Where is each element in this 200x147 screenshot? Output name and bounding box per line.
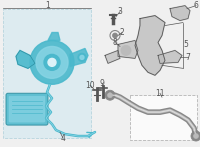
Circle shape bbox=[30, 40, 74, 84]
Circle shape bbox=[108, 93, 112, 98]
Polygon shape bbox=[48, 32, 60, 40]
FancyBboxPatch shape bbox=[3, 9, 91, 138]
Circle shape bbox=[78, 53, 86, 61]
Text: 4: 4 bbox=[61, 133, 65, 143]
Text: 10: 10 bbox=[85, 81, 95, 90]
Circle shape bbox=[44, 54, 60, 70]
Text: 2: 2 bbox=[120, 28, 124, 37]
Polygon shape bbox=[70, 49, 88, 66]
Polygon shape bbox=[170, 6, 190, 21]
FancyBboxPatch shape bbox=[6, 93, 48, 125]
Circle shape bbox=[112, 33, 118, 38]
Circle shape bbox=[121, 45, 131, 55]
Polygon shape bbox=[158, 50, 182, 63]
FancyBboxPatch shape bbox=[9, 96, 45, 122]
Text: 6: 6 bbox=[194, 1, 198, 10]
FancyBboxPatch shape bbox=[130, 95, 197, 140]
Polygon shape bbox=[135, 16, 165, 75]
Circle shape bbox=[105, 90, 115, 100]
Polygon shape bbox=[118, 40, 138, 58]
Text: 11: 11 bbox=[155, 89, 165, 98]
Polygon shape bbox=[105, 50, 120, 63]
Text: 1: 1 bbox=[46, 1, 50, 10]
Polygon shape bbox=[16, 50, 35, 68]
Text: 7: 7 bbox=[186, 53, 190, 62]
Circle shape bbox=[194, 134, 198, 138]
Circle shape bbox=[36, 46, 68, 78]
Text: 9: 9 bbox=[100, 79, 104, 88]
Text: 3: 3 bbox=[118, 7, 122, 16]
Text: 5: 5 bbox=[184, 40, 188, 49]
Text: 8: 8 bbox=[113, 38, 117, 47]
Circle shape bbox=[80, 55, 84, 59]
Circle shape bbox=[48, 58, 56, 66]
Circle shape bbox=[191, 131, 200, 141]
